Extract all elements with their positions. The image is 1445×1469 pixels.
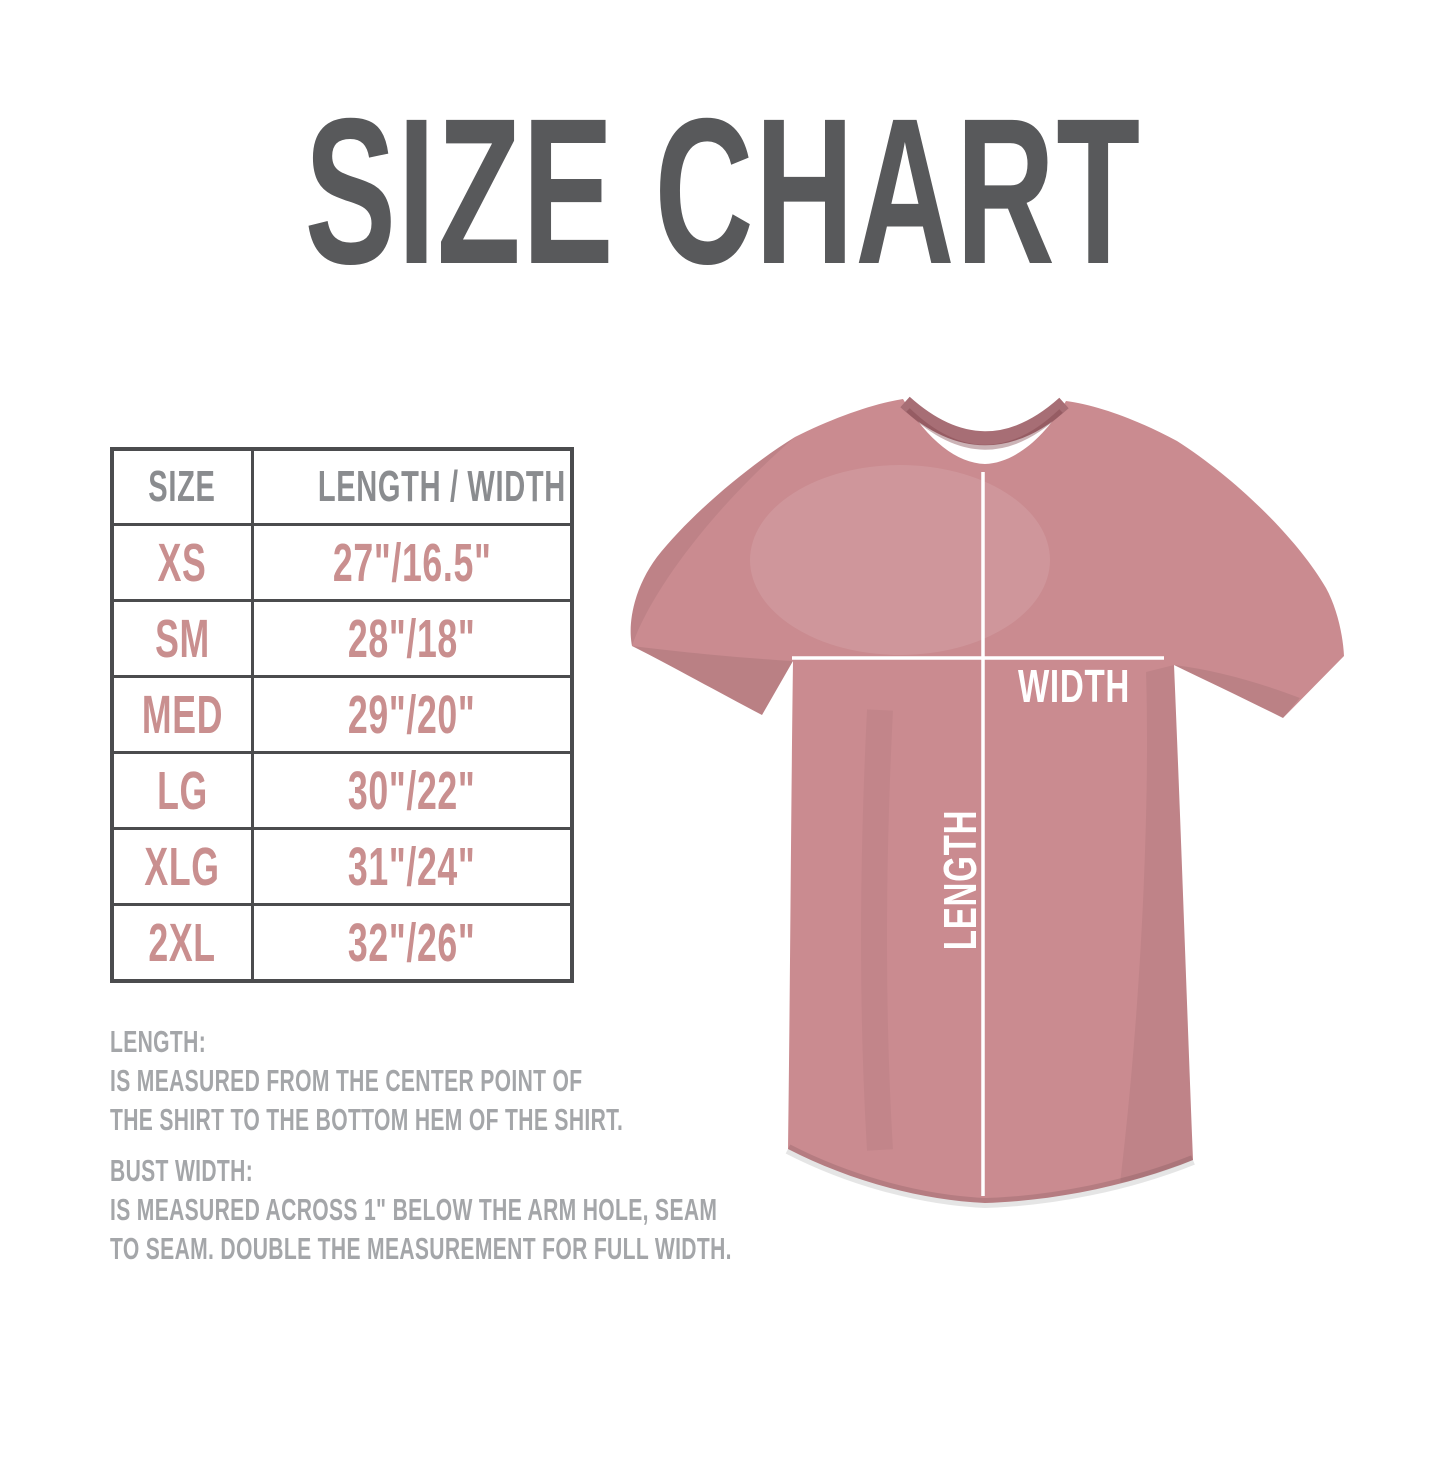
- table-row: 2XL 32"/26": [110, 903, 574, 983]
- table-row: XLG 31"/24": [110, 827, 574, 906]
- table-row: XS 27"/16.5": [110, 523, 574, 602]
- measurement-value: 29"/20": [347, 684, 476, 745]
- length-note-line-1: IS MEASURED FROM THE CENTER POINT OF: [110, 1063, 583, 1098]
- tshirt-silhouette: [630, 399, 1344, 1203]
- measurement-value: 27"/16.5": [332, 532, 492, 593]
- shirt-highlight-chest: [750, 465, 1050, 655]
- size-value: XS: [157, 532, 207, 593]
- size-value: 2XL: [148, 912, 216, 973]
- tshirt-diagram: WIDTH LENGTH: [595, 355, 1375, 1245]
- size-cell: XS: [110, 523, 254, 602]
- size-cell: MED: [110, 675, 254, 754]
- measurement-cell: 32"/26": [250, 903, 574, 983]
- measurement-cell: 29"/20": [250, 675, 574, 754]
- measurement-notes: LENGTH: IS MEASURED FROM THE CENTER POIN…: [110, 1022, 750, 1268]
- bust-note-heading: BUST WIDTH:: [110, 1153, 254, 1188]
- shirt-shading-hem: [785, 1144, 1195, 1209]
- page-title: SIZE CHART: [0, 88, 1445, 296]
- table-header-row: SIZE LENGTH / WIDTH: [110, 447, 574, 526]
- size-cell: 2XL: [110, 903, 254, 983]
- table-row: MED 29"/20": [110, 675, 574, 754]
- width-label: WIDTH: [1018, 662, 1130, 712]
- shirt-shading-fold: [861, 709, 893, 1151]
- shirt-collar: [900, 396, 1069, 446]
- length-note-heading: LENGTH:: [110, 1024, 207, 1059]
- size-value: LG: [156, 760, 208, 821]
- size-value: SM: [154, 608, 210, 669]
- measurement-cell: 30"/22": [250, 751, 574, 830]
- shirt-shading-right-sleeve: [1174, 665, 1300, 718]
- column-header-size-text: SIZE: [148, 462, 216, 511]
- length-note-line-2: THE SHIRT TO THE BOTTOM HEM OF THE SHIRT…: [110, 1102, 624, 1137]
- measurement-cell: 28"/18": [250, 599, 574, 678]
- size-cell: LG: [110, 751, 254, 830]
- column-header-length-width: LENGTH / WIDTH: [250, 447, 574, 526]
- tshirt-svg: WIDTH LENGTH: [630, 396, 1344, 1209]
- measurement-value: 30"/22": [347, 760, 476, 821]
- measurement-value: 28"/18": [347, 608, 476, 669]
- table-row: LG 30"/22": [110, 751, 574, 830]
- size-cell: XLG: [110, 827, 254, 906]
- measurement-value: 31"/24": [347, 836, 476, 897]
- measurement-cell: 31"/24": [250, 827, 574, 906]
- size-chart-table: SIZE LENGTH / WIDTH XS 27"/16.5" SM 28"/…: [110, 447, 574, 983]
- page-title-text: SIZE CHART: [304, 76, 1141, 308]
- bust-note-line-1: IS MEASURED ACROSS 1" BELOW THE ARM HOLE…: [110, 1192, 718, 1227]
- shirt-shading-right-side: [1120, 665, 1193, 1183]
- shirt-shading-left-sleeve: [632, 646, 793, 715]
- column-header-length-width-text: LENGTH / WIDTH: [317, 462, 566, 511]
- shirt-collar-shadow: [906, 408, 1063, 450]
- table-row: SM 28"/18": [110, 599, 574, 678]
- length-label: LENGTH: [936, 810, 986, 950]
- bust-note-line-2: TO SEAM. DOUBLE THE MEASUREMENT FOR FULL…: [110, 1231, 732, 1266]
- measurement-value: 32"/26": [347, 912, 476, 973]
- column-header-size: SIZE: [110, 447, 254, 526]
- measurement-cell: 27"/16.5": [250, 523, 574, 602]
- size-value: MED: [141, 684, 223, 745]
- size-value: XLG: [144, 836, 220, 897]
- size-cell: SM: [110, 599, 254, 678]
